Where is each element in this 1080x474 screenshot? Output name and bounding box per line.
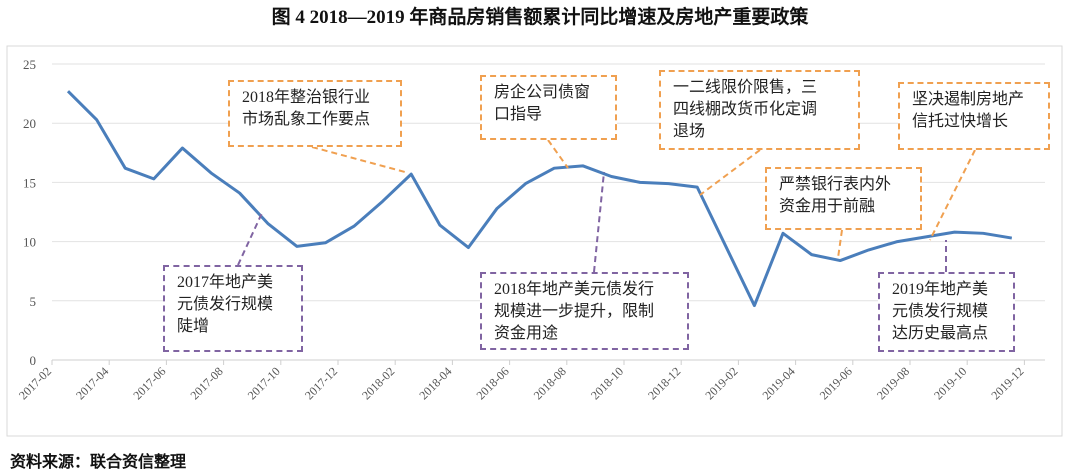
x-tick-label: 2017-02: [16, 364, 54, 402]
x-tick-label: 2019-02: [702, 364, 740, 402]
x-tick-label: 2018-06: [474, 364, 512, 402]
policy-annotation: 房企公司债窗 口指导: [480, 75, 617, 140]
x-tick-label: 2018-04: [416, 364, 454, 402]
policy-annotation: 严禁银行表内外 资金用于前融: [765, 167, 922, 230]
annotation-leader-line: [593, 171, 605, 273]
annotation-leader-line: [311, 146, 406, 173]
x-tick-label: 2017-12: [302, 364, 340, 402]
policy-annotation: 坚决遏制房地产 信托过快增长: [898, 82, 1050, 150]
policy-annotation: 2018年整治银行业 市场乱象工作要点: [228, 80, 402, 147]
y-tick-label: 5: [30, 294, 37, 309]
y-tick-label: 25: [23, 57, 36, 72]
x-tick-label: 2019-08: [874, 364, 912, 402]
figure-title: 图 4 2018—2019 年商品房销售额累计同比增速及房地产重要政策: [271, 7, 809, 28]
x-tick-label: 2017-04: [73, 364, 111, 402]
x-tick-label: 2017-10: [245, 364, 283, 402]
x-tick-label: 2017-08: [188, 364, 226, 402]
annotation-leader-line: [837, 229, 843, 259]
annotation-leader-line: [699, 149, 761, 196]
y-tick-label: 20: [23, 116, 36, 131]
x-tick-label: 2019-12: [988, 364, 1026, 402]
y-tick-label: 10: [23, 235, 36, 250]
chart-frame: [6, 45, 1063, 437]
bond-annotation: 2018年地产美元债发行 规模进一步提升，限制 资金用途: [480, 272, 689, 350]
y-tick-label: 0: [30, 353, 37, 368]
x-tick-label: 2018-10: [588, 364, 626, 402]
source-note: 资料来源：联合资信整理: [10, 454, 187, 471]
x-tick-label: 2019-04: [760, 364, 798, 402]
x-tick-label: 2018-12: [645, 364, 683, 402]
x-tick-label: 2019-06: [817, 364, 855, 402]
annotation-leader-line: [237, 212, 263, 266]
x-tick-label: 2019-10: [931, 364, 969, 402]
x-tick-label: 2018-08: [531, 364, 569, 402]
bond-annotation: 2017年地产美 元债发行规模 陡增: [163, 265, 303, 352]
annotation-leader-line: [547, 139, 569, 169]
x-tick-label: 2017-06: [130, 364, 168, 402]
x-tick-label: 2018-02: [359, 364, 397, 402]
annotation-leader-line: [929, 149, 976, 241]
bond-annotation: 2019年地产美 元债发行规模 达历史最高点: [878, 272, 1015, 352]
y-tick-label: 15: [23, 175, 36, 190]
policy-annotation: 一二线限价限售，三 四线棚改货币化定调 退场: [659, 70, 860, 150]
